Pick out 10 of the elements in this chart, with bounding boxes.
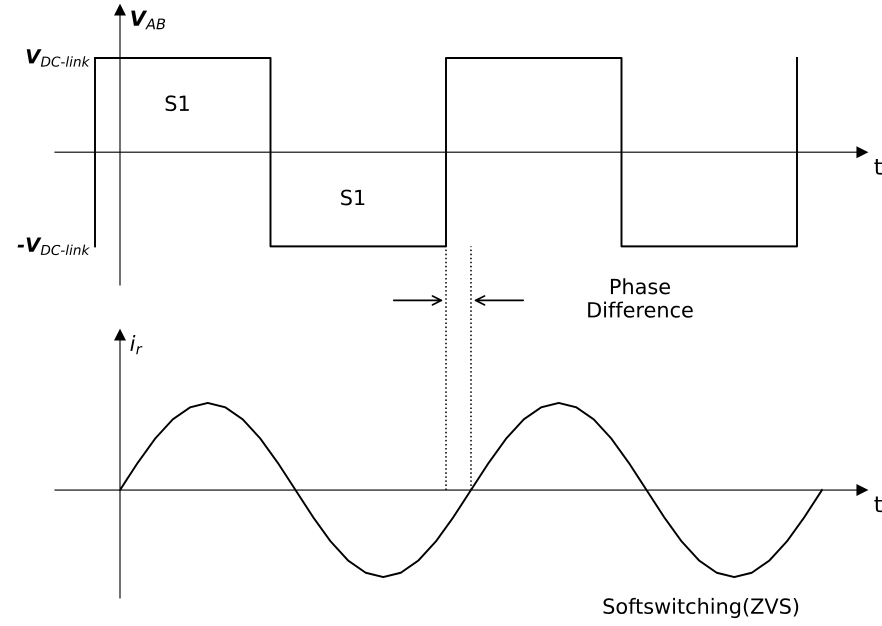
x-axis-title: t <box>874 496 882 512</box>
annotation: S1 <box>341 190 364 206</box>
x-axis-title: t <box>874 158 882 175</box>
y-axis-title: i$_{r}$ <box>130 334 142 354</box>
text: Phase Difference <box>588 278 693 318</box>
annotation: V$_{DC‐link}$ <box>26 49 90 67</box>
text: Softswitching(ZVS) <box>604 598 798 618</box>
annotation: S1 <box>166 95 189 112</box>
y-axis-title: V$_{AB}$ <box>131 10 166 30</box>
annotation: -V$_{DC‐link}$ <box>18 238 90 256</box>
